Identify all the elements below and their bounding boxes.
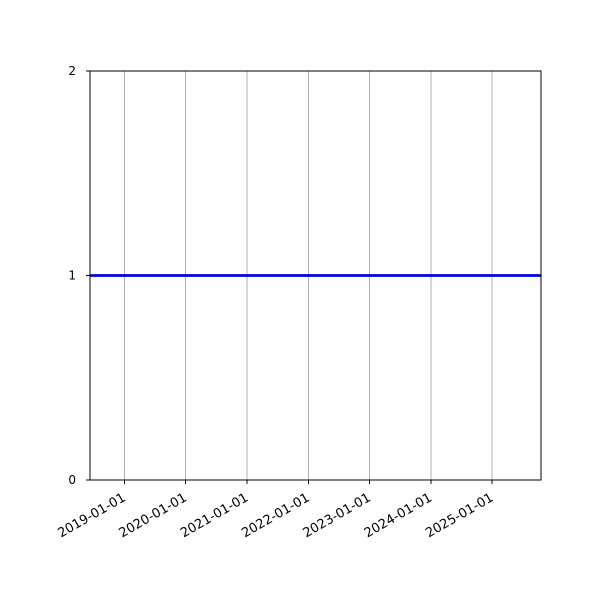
x-tick-label: 2021-01-01 bbox=[178, 490, 251, 541]
x-tick-label: 2023-01-01 bbox=[301, 490, 374, 541]
y-tick-label: 2 bbox=[68, 64, 76, 78]
x-tick-label: 2020-01-01 bbox=[117, 490, 190, 541]
x-tick-label: 2019-01-01 bbox=[55, 490, 128, 541]
x-tick-label: 2025-01-01 bbox=[423, 490, 496, 541]
tick-mark-layer bbox=[86, 70, 493, 484]
y-tick-label: 1 bbox=[68, 269, 76, 283]
x-tick-label: 2024-01-01 bbox=[362, 490, 435, 541]
y-tick-label: 0 bbox=[68, 473, 76, 487]
x-tick-label: 2022-01-01 bbox=[239, 490, 312, 541]
